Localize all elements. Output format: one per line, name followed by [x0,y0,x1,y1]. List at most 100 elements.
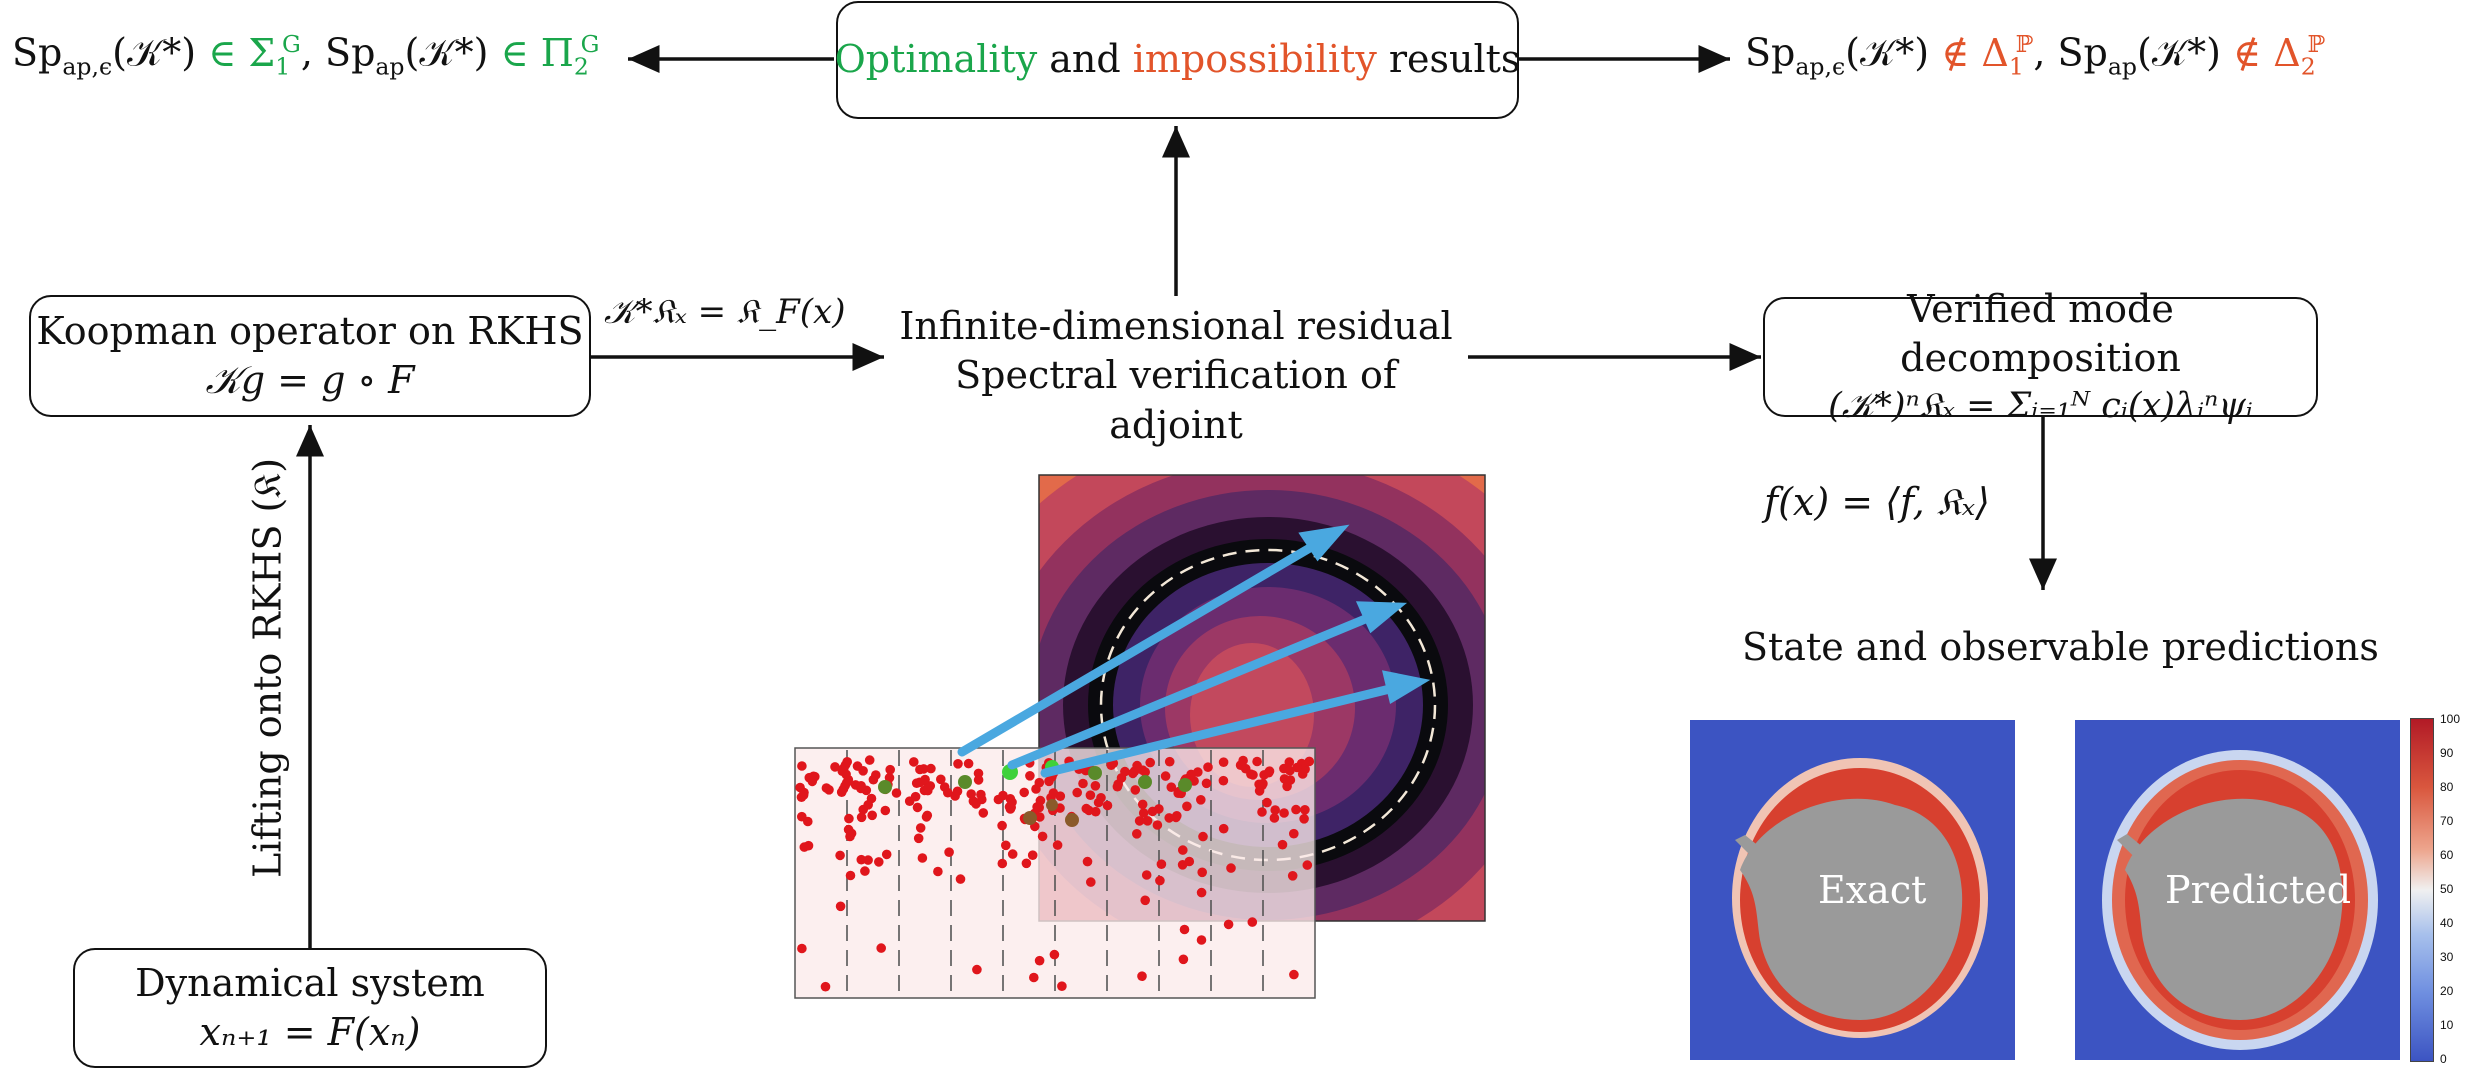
scatter-point [874,857,884,867]
sp-symbol-3: Sp [1745,30,1796,75]
central-illustration [794,474,1486,999]
operator-arg-3: (𝒦*) [1845,30,1930,75]
verified-box: Verified mode decomposition (𝒦*)ⁿ𝔎ₓ = Σᵢ… [1763,287,2318,426]
scatter-point [926,763,936,774]
scatter-point [1055,791,1066,801]
scatter-point [1096,793,1106,803]
koopman-box: Koopman operator on RKHS 𝒦g = g ∘ F [29,295,591,417]
dynamical-equation: xₙ₊₁ = F(xₙ) [199,1010,421,1054]
scatter-point [1086,877,1096,887]
scatter-point [1044,776,1054,787]
scatter-point [1155,875,1165,886]
scatter-point [1001,840,1011,851]
sp-symbol-2: Sp [325,30,376,75]
tick-40: 40 [2440,916,2454,930]
scatter-point [966,789,976,799]
scatter-point [1132,829,1142,839]
scatter-point [909,757,919,767]
scatter-point [1218,775,1229,786]
scatter-point [799,787,809,798]
sigma-class: ∈ Σ1G [208,30,301,81]
reproducing-equation: f(x) = ⟨f, 𝔎ₓ⟩ [1764,480,1990,524]
scatter-point [1160,771,1171,781]
sp-symbol: Sp [12,30,63,75]
scatter-plot [794,747,1316,999]
scatter-point [1299,814,1309,824]
delta-class-1: ∉ Δ1ℙ [1941,30,2034,81]
operator-arg: (𝒦*) [112,30,197,75]
verified-title: Verified mode decomposition [1900,286,2181,381]
scatter-point [1078,778,1088,789]
scatter-point [1254,786,1265,796]
scatter-point [1264,766,1275,776]
tick-80: 80 [2440,780,2454,794]
impossibility-formula: Spap,ϵ(𝒦*) ∉ Δ1ℙ, Spap(𝒦*) ∉ Δ2ℙ [1745,30,2325,80]
scatter-point [1112,781,1123,792]
dynamical-box: Dynamical system xₙ₊₁ = F(xₙ) [73,948,547,1068]
scatter-point [1277,839,1288,850]
scatter-point [998,790,1008,801]
scatter-point [978,808,989,818]
scatter-point [1178,845,1188,855]
scatter-point [1085,790,1096,800]
scatter-point [1090,781,1101,791]
optimality-word: Optimality [834,37,1038,82]
scatter-point [1196,935,1207,945]
scatter-point [1302,860,1313,870]
residual-text: Infinite-dimensional residual Spectral v… [884,302,1468,450]
scatter-point [1184,856,1195,867]
scatter-point [1052,840,1063,850]
scatter-point [1164,813,1174,823]
scatter-point [1240,763,1251,774]
scatter-point [1289,969,1299,980]
scatter-point [881,849,892,860]
scatter-point [1137,971,1147,981]
scatter-point [918,764,929,774]
scatter-point [866,793,877,804]
scatter-point [1134,816,1145,826]
scatter-point [843,774,854,785]
scatter-point [1186,769,1196,780]
scatter-point [797,943,807,954]
scatter-point [1140,767,1150,777]
scatter-point [1279,808,1289,818]
scatter-point [1289,828,1299,839]
predictions-title: State and observable predictions [1742,625,2379,669]
scatter-point [1292,762,1302,773]
results-word: results [1388,37,1521,82]
separator: , [300,30,313,75]
scatter-point [1257,807,1267,817]
scatter-point [1129,766,1140,776]
scatter-point [1156,859,1167,869]
delta-class-2: ∉ Δ2ℙ [2233,30,2326,81]
scatter-point [1262,797,1272,808]
scatter-point [914,777,925,788]
exact-label: Exact [1818,868,1927,912]
scatter-point [953,759,963,769]
scatter-point [1182,801,1192,812]
separator-2: , [2033,30,2046,75]
tick-90: 90 [2440,746,2454,760]
scatter-point [1035,795,1046,806]
scatter-point [842,757,852,767]
and-word: and [1049,37,1121,82]
scatter-point [1021,858,1032,869]
scatter-point [808,771,819,782]
scatter-point [913,833,924,844]
scatter-point [1152,820,1163,830]
tick-100: 100 [2440,712,2461,726]
scatter-point [1006,802,1016,813]
scatter-point [1034,955,1045,966]
sp-subscript-3: ap,ϵ [1795,52,1846,81]
scatter-point [1145,757,1155,768]
scatter-point [1198,831,1208,842]
scatter-point [963,758,974,769]
scatter-point [891,788,902,798]
scatter-point [977,794,987,805]
scatter-point [1247,917,1258,927]
lifting-label: Lifting onto RKHS (𝔎) [245,457,290,879]
scatter-point [1270,805,1280,815]
scatter-point [803,816,813,827]
scatter-point [830,762,840,772]
scatter-point [797,761,807,771]
